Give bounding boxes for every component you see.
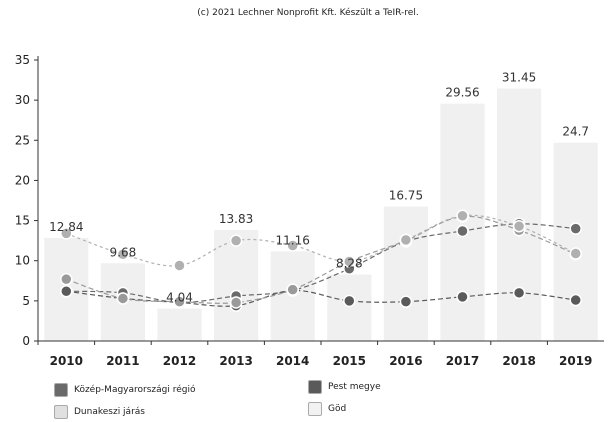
points-group bbox=[60, 209, 582, 312]
series-1-point-2016 bbox=[399, 295, 413, 308]
labels-group: 12.84 9.68 4.04 13.83 11.16 8.28 16.75 29.56 31.… bbox=[49, 71, 589, 305]
credit-text: (c) 2021 Lechner Nonprofit Kft. Készült … bbox=[197, 8, 419, 18]
bars-group bbox=[44, 88, 598, 341]
legend-label-kozep: Közép-Magyarországi régió bbox=[74, 385, 196, 395]
data-label-2010: 12.84 bbox=[49, 220, 83, 234]
series-line-1 bbox=[66, 289, 576, 307]
axes-group: 0 5 10 15 20 25 30 35 2010 2011 2012 2013 2014 2015 20… bbox=[15, 53, 604, 368]
lines-group bbox=[66, 214, 576, 307]
series-2-point-2010 bbox=[60, 272, 73, 286]
x-tick-label-2019: 2019 bbox=[559, 354, 592, 368]
series-0-point-2019 bbox=[569, 222, 582, 235]
x-tick-label-2010: 2010 bbox=[50, 354, 83, 368]
x-tick-label-2017: 2017 bbox=[446, 354, 479, 368]
series-3-point-2012 bbox=[173, 259, 186, 272]
series-2-point-2012 bbox=[173, 295, 186, 308]
series-1-point-2018 bbox=[512, 286, 526, 300]
x-tick-label-2015: 2015 bbox=[333, 354, 366, 368]
y-tick-label-10: 10 bbox=[15, 254, 30, 268]
series-3-point-2013 bbox=[229, 234, 243, 247]
series-line-3 bbox=[66, 214, 576, 267]
series-3-point-2015 bbox=[343, 255, 356, 268]
legend-label-god: Göd bbox=[328, 404, 347, 414]
series-2-point-2011 bbox=[116, 292, 130, 305]
series-line-2 bbox=[66, 215, 576, 304]
x-tick-label-2012: 2012 bbox=[163, 354, 196, 368]
x-tick-label-2013: 2013 bbox=[219, 354, 252, 368]
data-label-2017: 29.56 bbox=[445, 86, 479, 100]
series-3-point-2019 bbox=[569, 247, 582, 260]
data-label-2014: 11.16 bbox=[276, 233, 310, 247]
bar-2013 bbox=[214, 229, 259, 341]
series-3-point-2011 bbox=[116, 248, 130, 261]
y-tick-label-5: 5 bbox=[22, 294, 30, 308]
bar-2015 bbox=[327, 274, 372, 341]
legend-item-pest: Pest megye bbox=[308, 380, 381, 394]
y-tick-label-35: 35 bbox=[15, 53, 30, 67]
legend-label-pest: Pest megye bbox=[328, 382, 381, 392]
series-3-point-2010 bbox=[60, 227, 73, 240]
data-label-2019: 24.7 bbox=[562, 125, 589, 139]
y-tick-label-20: 20 bbox=[15, 173, 30, 187]
legend-swatch-kozep bbox=[54, 383, 68, 397]
legend-swatch-god bbox=[308, 402, 322, 416]
legend-swatch-pest bbox=[308, 380, 322, 394]
series-3-point-2018 bbox=[512, 219, 526, 233]
x-tick-label-2014: 2014 bbox=[276, 354, 309, 368]
data-label-2013: 13.83 bbox=[219, 212, 253, 226]
y-tick-label-0: 0 bbox=[22, 334, 30, 348]
data-label-2015: 8.28 bbox=[336, 257, 363, 271]
series-0-point-2017 bbox=[456, 224, 469, 238]
bar-2012 bbox=[157, 308, 202, 341]
series-line-0 bbox=[66, 223, 576, 304]
y-tick-label-30: 30 bbox=[15, 93, 30, 107]
series-2-point-2014 bbox=[286, 283, 299, 296]
legend-item-kozep: Közép-Magyarországi régió bbox=[54, 383, 196, 397]
series-1-point-2017 bbox=[456, 290, 469, 304]
x-tick-label-2011: 2011 bbox=[106, 354, 139, 368]
x-tick-label-2018: 2018 bbox=[502, 354, 535, 368]
data-label-2011: 9.68 bbox=[110, 245, 137, 259]
data-label-2016: 16.75 bbox=[389, 189, 423, 203]
legend-item-god: Göd bbox=[308, 402, 346, 416]
legend-item-dunakeszi: Dunakeszi járás bbox=[54, 405, 145, 419]
x-tick-label-2016: 2016 bbox=[389, 354, 422, 368]
series-1-point-2010 bbox=[60, 284, 73, 298]
series-1-point-2019 bbox=[569, 293, 582, 307]
bar-2019 bbox=[553, 142, 598, 341]
series-2-point-2013 bbox=[229, 296, 243, 309]
data-label-2012: 4.04 bbox=[166, 291, 193, 305]
y-tick-label-15: 15 bbox=[15, 214, 30, 228]
bar-2016 bbox=[383, 206, 428, 341]
legend-label-dunakeszi: Dunakeszi járás bbox=[74, 407, 145, 417]
y-tick-label-25: 25 bbox=[15, 133, 30, 147]
data-label-2018: 31.45 bbox=[502, 71, 536, 85]
series-1-point-2015 bbox=[343, 294, 356, 308]
series-3-point-2016 bbox=[399, 233, 413, 247]
legend-swatch-dunakeszi bbox=[54, 405, 68, 419]
series-3-point-2017 bbox=[456, 209, 469, 223]
series-3-point-2014 bbox=[286, 239, 299, 252]
bar-2018 bbox=[497, 88, 542, 341]
